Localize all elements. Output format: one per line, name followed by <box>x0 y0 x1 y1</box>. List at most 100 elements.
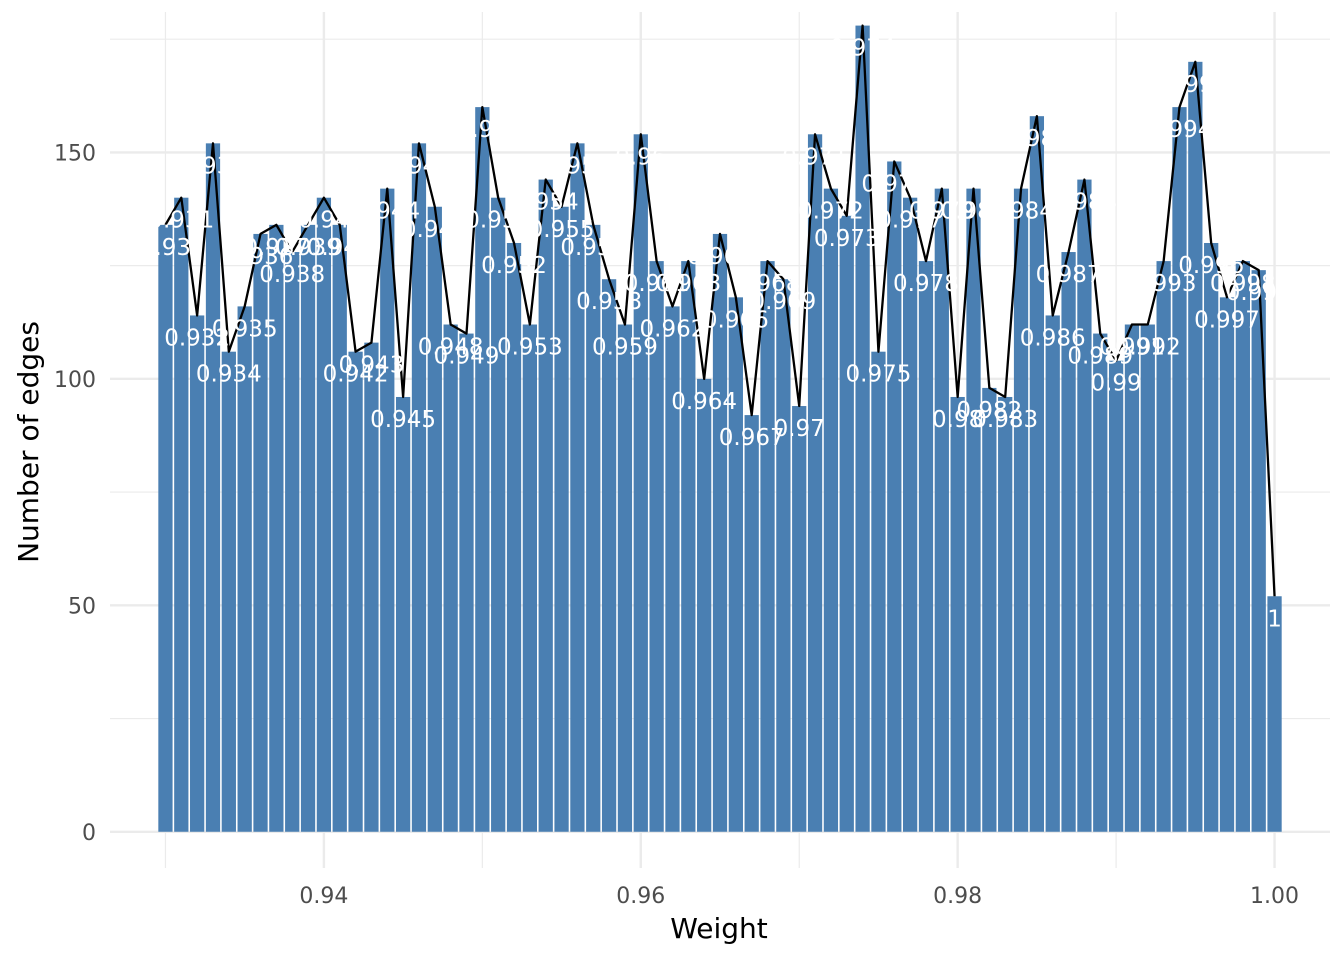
bar <box>1061 252 1076 832</box>
x-axis-ticks: 0.94 0.96 0.98 1.00 <box>299 884 1299 909</box>
bar-label: 0.946 <box>386 153 452 179</box>
bar-label: 0.943 <box>338 353 404 379</box>
bar <box>871 351 886 832</box>
bar <box>1124 324 1140 832</box>
bar <box>1219 297 1235 832</box>
x-tick-label: 0.96 <box>616 884 665 909</box>
bar <box>1013 188 1029 832</box>
bar-label: 0.986 <box>1020 325 1086 351</box>
bar-label: 0.932 <box>164 325 230 351</box>
bar-label: 0.971 <box>782 144 848 170</box>
bar <box>1093 333 1108 832</box>
bar <box>285 252 300 832</box>
bar-label: 0.977 <box>877 208 943 234</box>
bar <box>1029 116 1045 832</box>
y-tick-label: 100 <box>54 368 96 393</box>
bar-label: 0.959 <box>592 335 658 361</box>
bar-label: 0.94 <box>298 208 349 234</box>
bar-label: 0.981 <box>941 199 1007 225</box>
bar <box>1251 270 1266 832</box>
bar <box>1188 61 1203 832</box>
bar-label: 0.96 <box>615 144 666 170</box>
bar <box>950 396 965 832</box>
bar <box>348 351 363 832</box>
x-tick-label: 0.94 <box>299 884 348 909</box>
bar-label: 0.938 <box>259 262 325 288</box>
bar <box>1140 324 1155 832</box>
bar-label: 0.97 <box>774 416 825 442</box>
bar-label: 0.979 <box>909 199 975 225</box>
bar <box>839 215 854 832</box>
bar-label: 0.956 <box>544 153 610 179</box>
bar-label: 0.995 <box>1162 72 1228 98</box>
bar-label: 0.947 <box>402 217 468 243</box>
trend-line-layer <box>164 24 1276 597</box>
bar <box>918 261 934 832</box>
bar-label: 0.955 <box>529 217 595 243</box>
bar <box>443 324 458 832</box>
bar-label: 0.976 <box>861 171 927 197</box>
y-tick-label: 50 <box>68 594 96 619</box>
bars <box>158 25 1282 832</box>
bar-label: 0.987 <box>1036 262 1102 288</box>
bar <box>316 197 332 832</box>
bar-label: 0.93 <box>140 235 191 261</box>
bar-label: 0.942 <box>323 362 389 388</box>
bar-label: 0.988 <box>1051 190 1117 216</box>
bar-label: 0.941 <box>307 235 373 261</box>
bar <box>269 224 284 832</box>
bar <box>1235 261 1250 832</box>
bar-label: 0.966 <box>703 307 769 333</box>
bar <box>364 342 379 832</box>
bar <box>221 351 236 832</box>
y-tick-label: 150 <box>54 141 96 166</box>
bar-label: 0.992 <box>1115 335 1181 361</box>
bar <box>332 224 347 832</box>
bar-label: 0.978 <box>893 271 959 297</box>
bar <box>966 188 981 832</box>
bar <box>380 188 395 832</box>
bar <box>174 197 189 832</box>
bar-label: 0.967 <box>719 425 785 451</box>
bar <box>1267 596 1282 832</box>
bar-label: 0.973 <box>814 226 880 252</box>
bar-label: 0.961 <box>624 271 690 297</box>
bar <box>190 315 205 832</box>
bar <box>427 206 442 832</box>
bar-label: 0.962 <box>640 316 706 342</box>
bar <box>1077 179 1092 832</box>
bar-label: 0.944 <box>354 199 420 225</box>
bar-label: 0.996 <box>1178 253 1244 279</box>
bar <box>158 224 173 832</box>
bar-label: 0.968 <box>735 271 801 297</box>
bar-label: 0.957 <box>560 235 626 261</box>
bar <box>1045 315 1060 832</box>
bar-label: 0.972 <box>798 199 864 225</box>
bar-label: 0.958 <box>576 289 642 315</box>
bar-label: 0.953 <box>497 335 563 361</box>
y-axis-ticks: 0 50 100 150 <box>54 141 96 845</box>
bar-label: 0.984 <box>988 199 1054 225</box>
bar-label: 0.974 <box>830 36 896 62</box>
bar <box>554 206 569 832</box>
bar-label: 0.954 <box>513 190 579 216</box>
bar <box>823 188 839 832</box>
bar <box>760 261 775 832</box>
bar-label: 0.989 <box>1067 344 1133 370</box>
bar <box>1204 242 1219 832</box>
bar <box>792 406 807 832</box>
bar <box>887 161 902 832</box>
bar-label: 0.98 <box>932 407 983 433</box>
bar-label: 0.965 <box>687 244 753 270</box>
bar <box>744 415 759 832</box>
x-tick-label: 0.98 <box>933 884 982 909</box>
bar <box>1156 261 1171 832</box>
bar <box>697 378 712 832</box>
bar <box>205 143 221 832</box>
bar-label: 0.952 <box>481 253 547 279</box>
bar-label: 0.975 <box>846 362 912 388</box>
bar <box>522 324 537 832</box>
bar-labels: 0.930.9310.9320.9330.9340.9350.9360.9370… <box>140 36 1292 633</box>
y-tick-label: 0 <box>82 821 96 846</box>
